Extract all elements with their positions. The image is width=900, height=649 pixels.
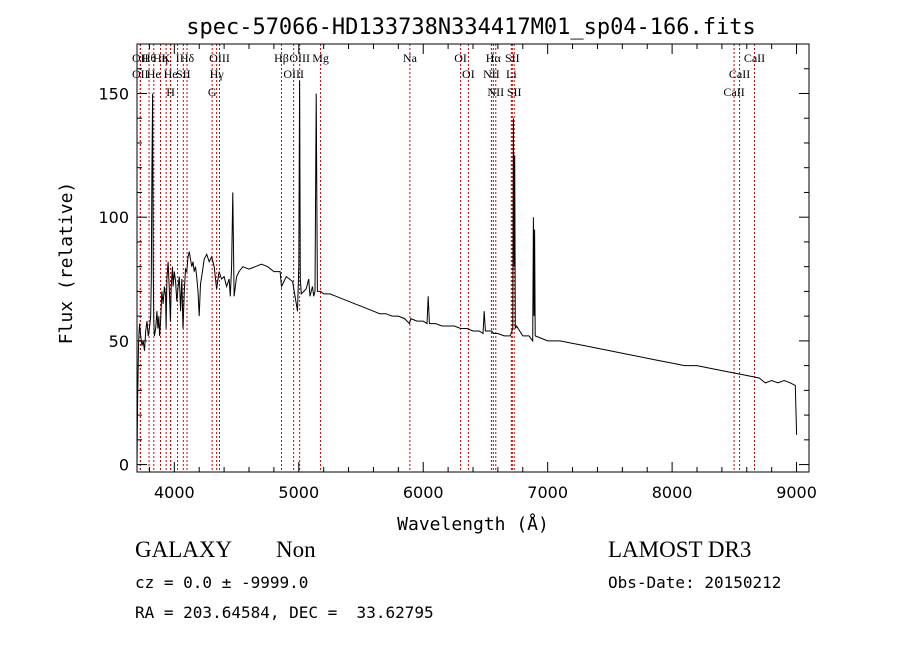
line-label: CaII: [729, 67, 750, 81]
line-label: Hδ: [180, 51, 195, 65]
line-label: OIII: [289, 51, 310, 65]
line-label: Hγ: [210, 67, 225, 81]
object-subclass: Non: [276, 537, 316, 562]
survey-name: LAMOST DR3: [608, 537, 752, 562]
line-label: Hβ: [274, 51, 289, 65]
line-label: SII: [176, 67, 191, 81]
line-label: H: [166, 85, 175, 99]
spectral-line-markers: [139, 44, 755, 472]
redshift-readout: cz = 0.0 ± -9999.0: [135, 573, 309, 592]
line-label: G: [208, 85, 217, 99]
y-tick-label: 150: [98, 84, 129, 103]
line-label: OI: [454, 51, 467, 65]
line-label: I: [176, 51, 180, 65]
line-label: Li: [506, 67, 517, 81]
x-tick-label: 7000: [527, 483, 568, 502]
x-axis-ticks: 4000 5000 6000 7000 8000 9000: [148, 44, 817, 502]
line-label: CaII: [723, 85, 744, 99]
line-label: Mg: [312, 51, 329, 65]
line-label: He: [147, 67, 161, 81]
chart-title: spec-57066-HD133738N334417M01_sp04-166.f…: [186, 15, 756, 40]
line-label: Hη: [153, 51, 168, 65]
line-label: OIII: [209, 51, 230, 65]
line-label: NII: [483, 67, 500, 81]
obs-date: Obs-Date: 20150212: [608, 573, 782, 592]
line-label: NII: [487, 85, 504, 99]
y-tick-label: 0: [119, 456, 129, 475]
line-label: OI: [462, 67, 475, 81]
line-label: OII: [132, 51, 149, 65]
line-label: Na: [403, 51, 418, 65]
line-label: SII: [505, 51, 520, 65]
y-tick-label: 100: [98, 208, 129, 227]
line-label: Hθ: [142, 51, 157, 65]
spectrum-line: [136, 81, 798, 465]
line-label: K: [162, 51, 171, 65]
x-tick-label: 9000: [776, 483, 817, 502]
x-tick-label: 4000: [154, 483, 195, 502]
line-label: OII: [132, 67, 149, 81]
x-tick-label: 6000: [403, 483, 444, 502]
plot-frame: [136, 43, 810, 473]
y-axis-ticks: 0 50 100 150: [98, 43, 809, 475]
x-tick-label: 5000: [278, 483, 319, 502]
x-axis-label: Wavelength (Å): [397, 513, 549, 535]
line-label: Hα: [486, 51, 502, 65]
line-label: OIII: [283, 67, 304, 81]
line-label: SII: [507, 85, 522, 99]
line-label: CaII: [744, 51, 765, 65]
object-class: GALAXY: [135, 537, 233, 562]
y-tick-label: 50: [109, 332, 129, 351]
y-axis-label: Flux (relative): [56, 182, 77, 345]
coordinates: RA = 203.64584, DEC = 33.62795: [135, 603, 434, 622]
x-tick-label: 8000: [652, 483, 693, 502]
line-label: He: [164, 67, 178, 81]
